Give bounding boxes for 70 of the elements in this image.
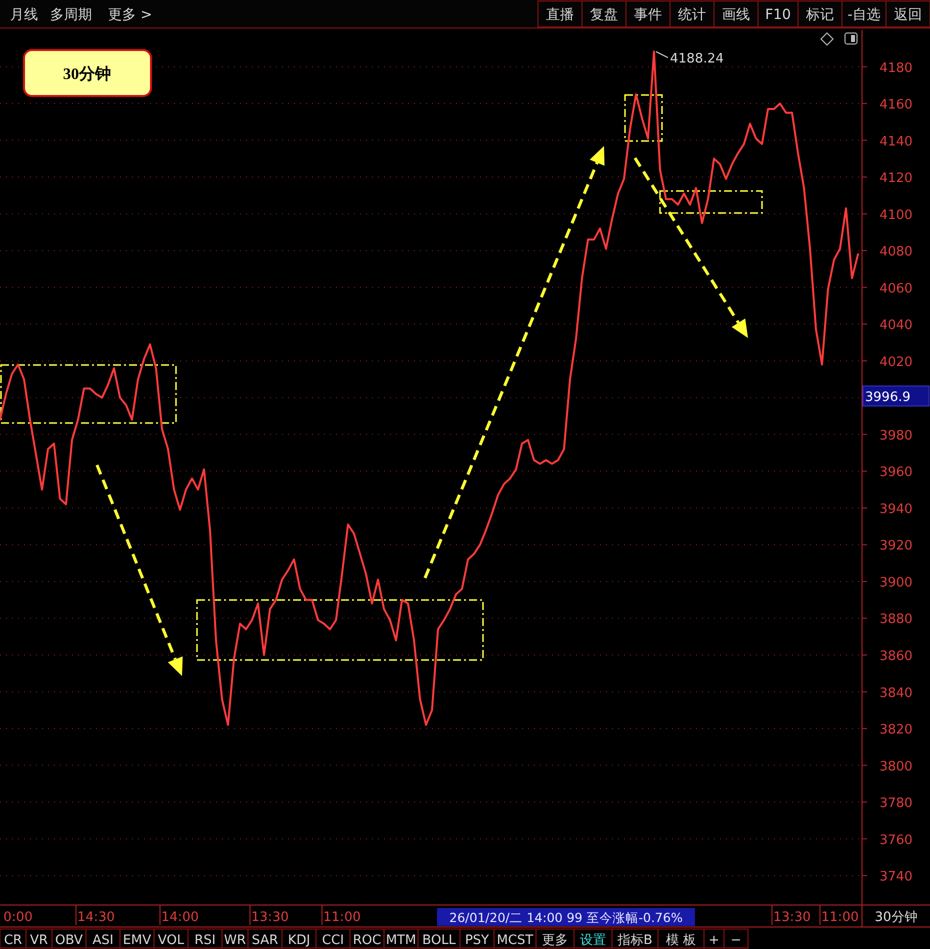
y-tick-label: 4020 [879, 354, 913, 370]
text: + [708, 933, 720, 948]
y-tick-label: 3800 [879, 759, 913, 774]
text: 多周期 [50, 7, 92, 23]
text: 事件 [634, 7, 662, 23]
x-tick-label: 13:30 [251, 910, 289, 925]
text: CCI [322, 933, 344, 948]
y-tick-label: 3940 [879, 502, 913, 517]
text: SAR [252, 933, 278, 948]
x-tick-label: 11:00 [323, 910, 361, 925]
text: 26/01/20/二 14:00 99 至今涨幅-0.76% [449, 910, 683, 925]
y-tick-label: 3900 [879, 575, 913, 590]
text: WR [224, 933, 246, 948]
text: 30分钟 [874, 910, 918, 925]
text: EMV [122, 933, 152, 948]
text: 指标B [616, 933, 652, 948]
text: 月线 [10, 7, 38, 23]
y-tick-label: 4140 [879, 134, 913, 150]
y-tick-label: 3920 [879, 538, 913, 554]
text: 模 板 [666, 933, 696, 948]
x-tick-label: 0:00 [3, 910, 33, 925]
y-tick-label: 4060 [879, 281, 913, 296]
text: PSY [464, 933, 490, 948]
y-tick-label: 3960 [879, 465, 913, 480]
text: 直播 [546, 7, 574, 23]
text: 返回 [894, 7, 922, 23]
text: MCST [496, 933, 534, 948]
x-tick-label: 11:00 [821, 910, 859, 925]
text: 设置 [580, 933, 606, 948]
x-tick-label: 14:00 [161, 910, 199, 925]
y-tick-label: 3840 [879, 686, 913, 701]
annotation: 30分钟 [63, 65, 111, 83]
y-tick-label: 3820 [879, 722, 913, 738]
text: ROC [352, 933, 382, 948]
text: 统计 [678, 7, 706, 23]
text: ASI [92, 933, 114, 948]
y-tick-label: 3740 [879, 870, 913, 885]
text: OBV [55, 933, 83, 948]
period-button: 30分钟 [23, 49, 152, 97]
text: − [730, 933, 742, 948]
text: RSI [194, 933, 216, 948]
y-tick-label: 4100 [879, 208, 913, 223]
text: 3996.9 [865, 390, 910, 405]
annotation: 4188.24 [670, 52, 724, 67]
y-tick-label: 4080 [879, 244, 913, 260]
text: 更多 > [108, 7, 152, 23]
text: KDJ [288, 933, 310, 948]
text: 复盘 [590, 7, 618, 23]
y-tick-label: 3980 [879, 428, 913, 444]
y-tick-label: 3860 [879, 649, 913, 664]
text: BOLL [422, 933, 456, 948]
text: F10 [765, 7, 791, 23]
text: -自选 [847, 7, 881, 23]
y-tick-label: 4160 [879, 98, 913, 113]
text: MTM [386, 933, 416, 948]
text: VR [30, 933, 48, 948]
line-series [0, 50, 859, 726]
x-tick-label: 14:30 [77, 910, 115, 925]
y-tick-label: 4040 [879, 318, 913, 334]
text: VOL [158, 933, 185, 948]
y-tick-label: 3760 [879, 832, 913, 848]
y-tick-label: 3880 [879, 612, 913, 628]
text: 更多 [542, 933, 568, 948]
text: 画线 [722, 7, 750, 23]
text: 标记 [805, 7, 834, 23]
y-tick-label: 3780 [879, 796, 913, 812]
x-tick-label: 13:30 [773, 910, 811, 925]
y-tick-label: 4180 [879, 60, 913, 76]
y-tick-label: 4120 [879, 171, 913, 186]
text: CR [4, 933, 22, 948]
